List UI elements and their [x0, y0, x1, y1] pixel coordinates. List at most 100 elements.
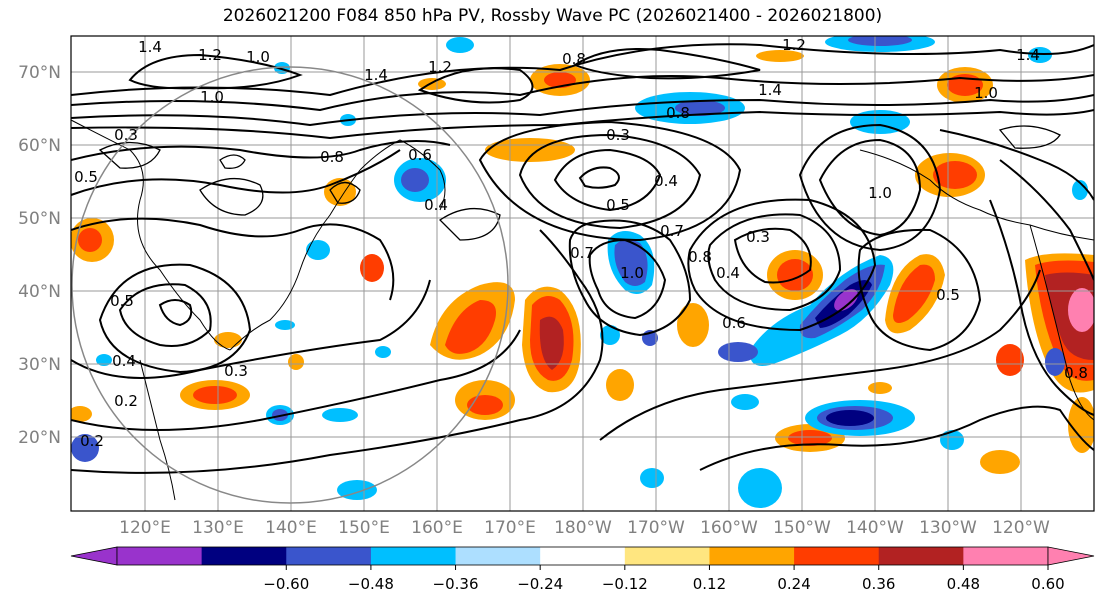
contour-label: 0.7: [660, 222, 684, 240]
lat-label: 20°N: [18, 428, 61, 448]
colorbar-cell: [963, 547, 1049, 565]
lat-label: 70°N: [18, 63, 61, 83]
colorbar-cell: [878, 547, 964, 565]
lon-label: 140°E: [265, 518, 317, 538]
colorbar: −0.60 −0.48 −0.36 −0.24 −0.12 0.12 0.24 0.36 0.4…: [70, 546, 1095, 593]
lon-labels: 120°E 130°E 140°E 150°E 160°E 170°E 180°…: [119, 518, 1050, 538]
negative-anomaly-core: [848, 36, 912, 46]
colorbar-cells: [116, 546, 1049, 566]
contour-label: 1.2: [428, 58, 452, 76]
lon-label: 150°W: [773, 518, 831, 538]
lat-labels: 70°N 60°N 50°N 40°N 30°N 20°N: [18, 63, 61, 448]
negative-anomaly: [322, 408, 358, 422]
contour-label: 1.2: [198, 46, 222, 64]
negative-anomaly: [375, 346, 391, 358]
lon-label: 130°E: [192, 518, 244, 538]
colorbar-tick-label: 0.24: [777, 575, 810, 593]
contour-label: 0.6: [408, 146, 432, 164]
lon-label: 150°E: [338, 518, 390, 538]
pv-contours: [71, 43, 1094, 474]
positive-anomaly: [1068, 397, 1094, 453]
map-panel: 1.4 1.2 1.0 1.4 1.2 0.8 1.2 1.4 1.4 1.0 0.8 1.0 0.3 0…: [71, 36, 1094, 511]
positive-anomaly-extreme: [1068, 288, 1094, 332]
positive-anomaly: [980, 450, 1020, 474]
contour-label: 0.4: [716, 264, 740, 282]
colorbar-tick-label: 0.36: [862, 575, 895, 593]
colorbar-cell: [455, 547, 541, 565]
colorbar-cell: [201, 547, 287, 565]
contour-label: 0.5: [74, 168, 98, 186]
colorbar-tick-label: −0.36: [433, 575, 479, 593]
negative-anomaly: [600, 325, 620, 345]
positive-anomaly: [71, 406, 92, 422]
contour-label: 0.8: [666, 104, 690, 122]
contour-label: 0.8: [562, 50, 586, 68]
contour-label: 1.2: [782, 36, 806, 54]
contour-label: 0.5: [110, 292, 134, 310]
positive-anomaly: [606, 369, 634, 401]
positive-anomaly: [868, 382, 892, 394]
negative-anomaly: [940, 430, 964, 450]
contour-label: 1.0: [868, 184, 892, 202]
colorbar-cell: [370, 547, 457, 565]
positive-anomaly: [996, 344, 1024, 376]
lon-label: 120°W: [992, 518, 1050, 538]
lon-label: 180°W: [554, 518, 612, 538]
lat-label: 40°N: [18, 282, 61, 302]
contour-label: 1.0: [200, 88, 224, 106]
colorbar-ticks: −0.60 −0.48 −0.36 −0.24 −0.12 0.12 0.24 0.36 0.4…: [263, 565, 1065, 593]
positive-anomaly-core: [445, 300, 496, 354]
negative-anomaly: [71, 434, 99, 462]
contour-label: 0.6: [722, 314, 746, 332]
colorbar-tick-label: −0.12: [602, 575, 648, 593]
contour-label: 0.5: [606, 196, 630, 214]
lon-label: 120°E: [119, 518, 171, 538]
colorbar-tick-label: 0.60: [1031, 575, 1064, 593]
lat-lon-grid: [71, 36, 1094, 511]
contour-label: 0.2: [80, 432, 104, 450]
colorbar-cell: [624, 547, 710, 565]
positive-anomaly-core: [933, 161, 977, 189]
colorbar-tick-label: −0.60: [263, 575, 309, 593]
negative-anomaly-peak: [826, 410, 874, 426]
lat-label: 30°N: [18, 355, 61, 375]
contour-label: 0.2: [114, 392, 138, 410]
colorbar-tick-label: −0.48: [348, 575, 394, 593]
negative-anomaly: [275, 320, 295, 330]
lat-label: 50°N: [18, 209, 61, 229]
contour-label: 1.0: [620, 264, 644, 282]
negative-anomaly: [640, 468, 664, 488]
lat-label: 60°N: [18, 136, 61, 156]
positive-anomaly-core: [893, 264, 935, 324]
lon-label: 130°W: [919, 518, 977, 538]
colorbar-cell: [117, 547, 203, 565]
negative-anomaly: [1028, 47, 1052, 63]
contour-label: 1.4: [364, 66, 388, 84]
positive-anomaly: [485, 138, 575, 162]
negative-anomaly-core: [614, 239, 648, 286]
contour-label: 0.3: [224, 362, 248, 380]
figure-title: 2026021200 F084 850 hPa PV, Rossby Wave …: [222, 6, 883, 26]
contour-label: 0.4: [424, 196, 448, 214]
negative-anomaly: [96, 354, 112, 366]
contour-label: 0.8: [1064, 364, 1088, 382]
colorbar-extend-low: [70, 546, 118, 566]
map-frame: [70, 35, 1095, 512]
contour-label: 0.4: [112, 352, 136, 370]
positive-anomaly: [214, 332, 242, 348]
positive-anomaly-core: [193, 386, 237, 404]
contour-label: 1.4: [758, 81, 782, 99]
contour-label: 0.3: [606, 126, 630, 144]
negative-anomaly: [1072, 180, 1088, 200]
colorbar-cell: [540, 547, 626, 565]
colorbar-tick-label: 0.48: [947, 575, 980, 593]
positive-anomaly: [360, 254, 384, 282]
positive-anomaly: [288, 354, 304, 370]
contour-label: 0.8: [320, 148, 344, 166]
colorbar-cell: [286, 547, 372, 565]
colorbar-tick-label: −0.24: [517, 575, 563, 593]
lon-label: 170°E: [484, 518, 536, 538]
contour-label: 1.0: [246, 48, 270, 66]
contour-label: 0.5: [936, 286, 960, 304]
